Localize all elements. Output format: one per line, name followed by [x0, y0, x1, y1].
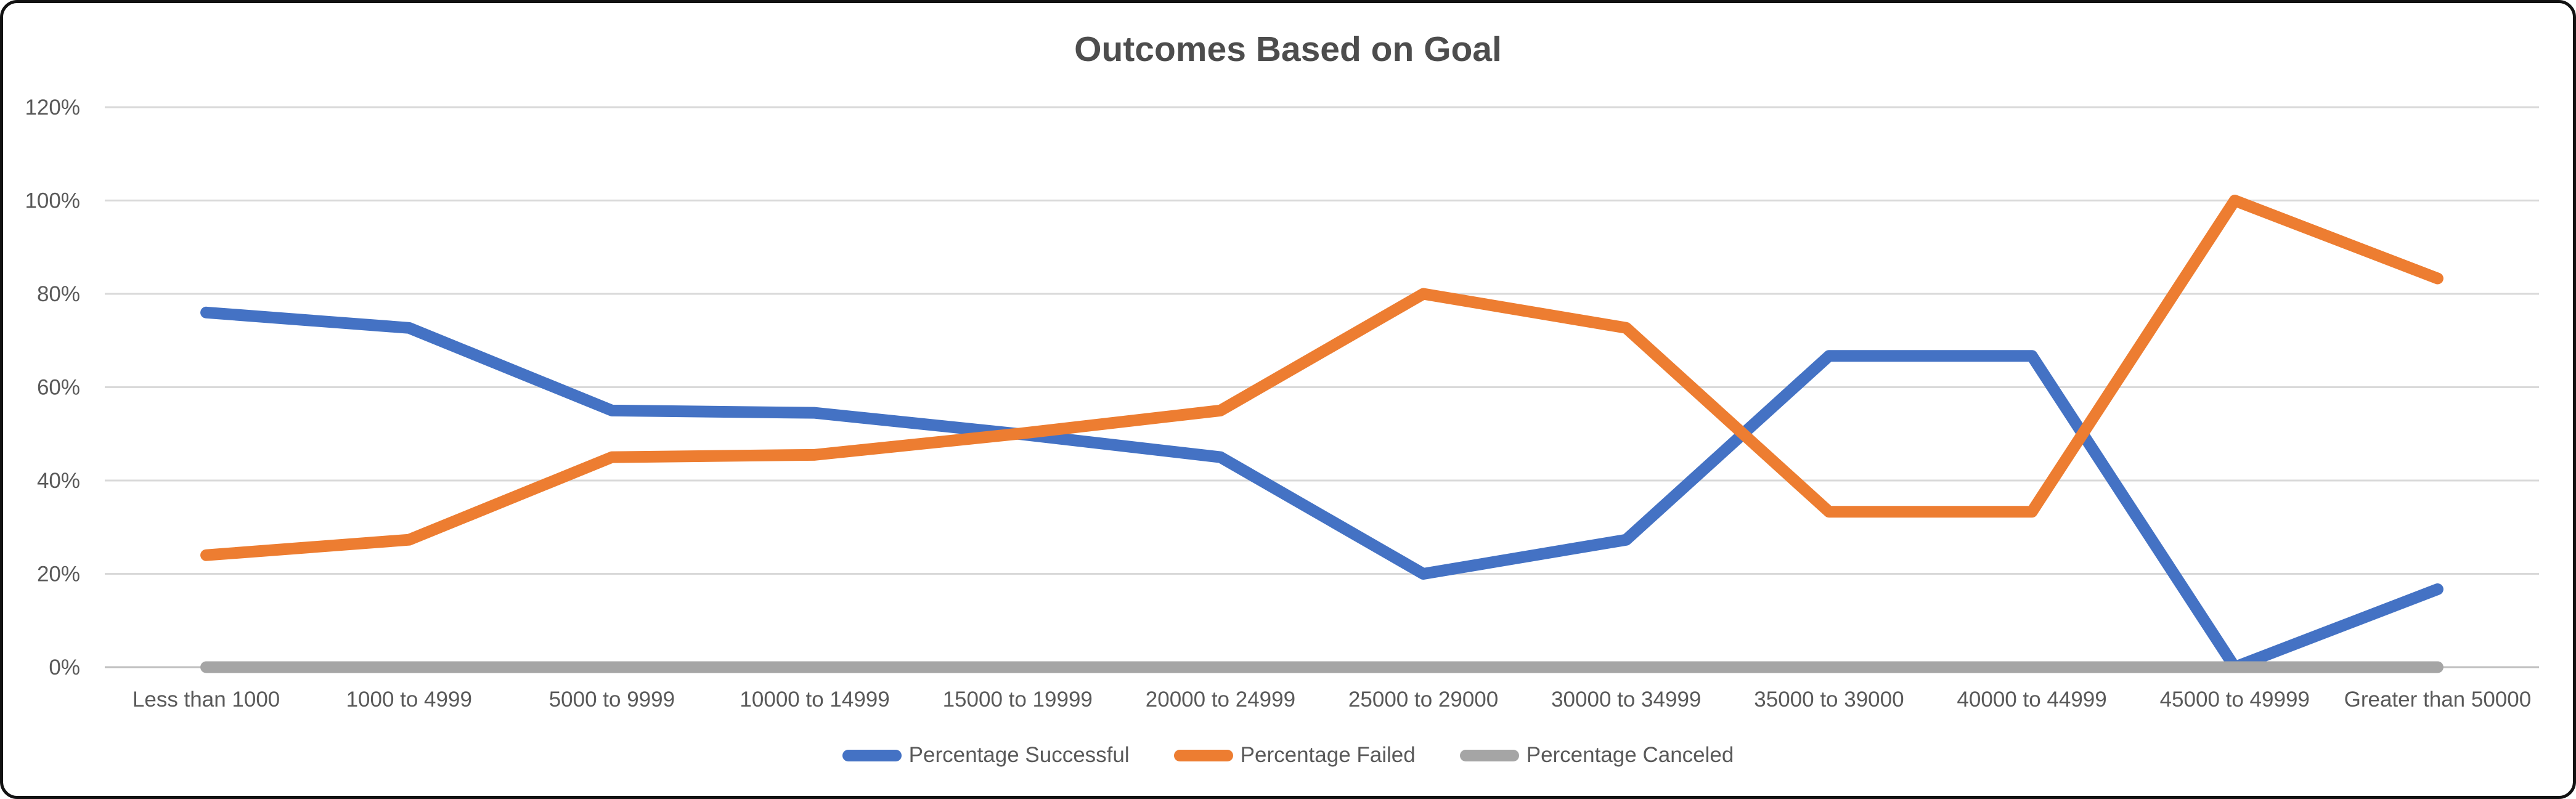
y-tick-label: 40%	[37, 469, 80, 493]
legend-line-swatch-successful	[842, 749, 902, 761]
y-tick-label: 0%	[49, 655, 80, 679]
chart-title: Outcomes Based on Goal	[1074, 30, 1502, 69]
legend-item-canceled[interactable]: Percentage Canceled	[1459, 743, 1734, 768]
x-category-label: 5000 to 9999	[549, 687, 675, 712]
chart-svg: 0% 20% 40% 60% 80% 100% 120% Less than 1000 1000…	[25, 95, 2539, 712]
legend-item-successful[interactable]: Percentage Successful	[842, 743, 1130, 768]
series-line-successful[interactable]	[200, 306, 2444, 673]
legend-label-canceled: Percentage Canceled	[1526, 743, 1734, 767]
x-category-label: Less than 1000	[132, 687, 280, 712]
legend-line-swatch-canceled	[1459, 749, 1519, 761]
x-category-label: 40000 to 44999	[1957, 687, 2106, 712]
series-line-failed[interactable]	[200, 195, 2444, 561]
x-category-label: 10000 to 14999	[740, 687, 889, 712]
x-category-label: 45000 to 49999	[2160, 687, 2310, 712]
x-category-label: Greater than 50000	[2344, 687, 2532, 712]
legend-item-failed[interactable]: Percentage Failed	[1173, 743, 1416, 768]
x-category-label: 1000 to 4999	[346, 687, 472, 712]
y-tick-label: 100%	[25, 189, 80, 213]
x-category-label: 20000 to 24999	[1146, 687, 1295, 712]
chart-legend: Percentage Successful Percentage Failed …	[3, 740, 2573, 771]
y-tick-label: 20%	[37, 562, 80, 586]
y-tick-label: 60%	[37, 376, 80, 400]
x-category-label: 30000 to 34999	[1551, 687, 1701, 712]
legend-label-failed: Percentage Failed	[1240, 743, 1416, 767]
y-tick-label: 120%	[25, 95, 80, 120]
x-category-label: 15000 to 19999	[943, 687, 1093, 712]
legend-line-swatch-failed	[1173, 749, 1233, 761]
legend-label-successful: Percentage Successful	[908, 743, 1130, 767]
x-category-label: 25000 to 29000	[1348, 687, 1498, 712]
y-tick-label: 80%	[37, 282, 80, 306]
x-category-label: 35000 to 39000	[1754, 687, 1904, 712]
